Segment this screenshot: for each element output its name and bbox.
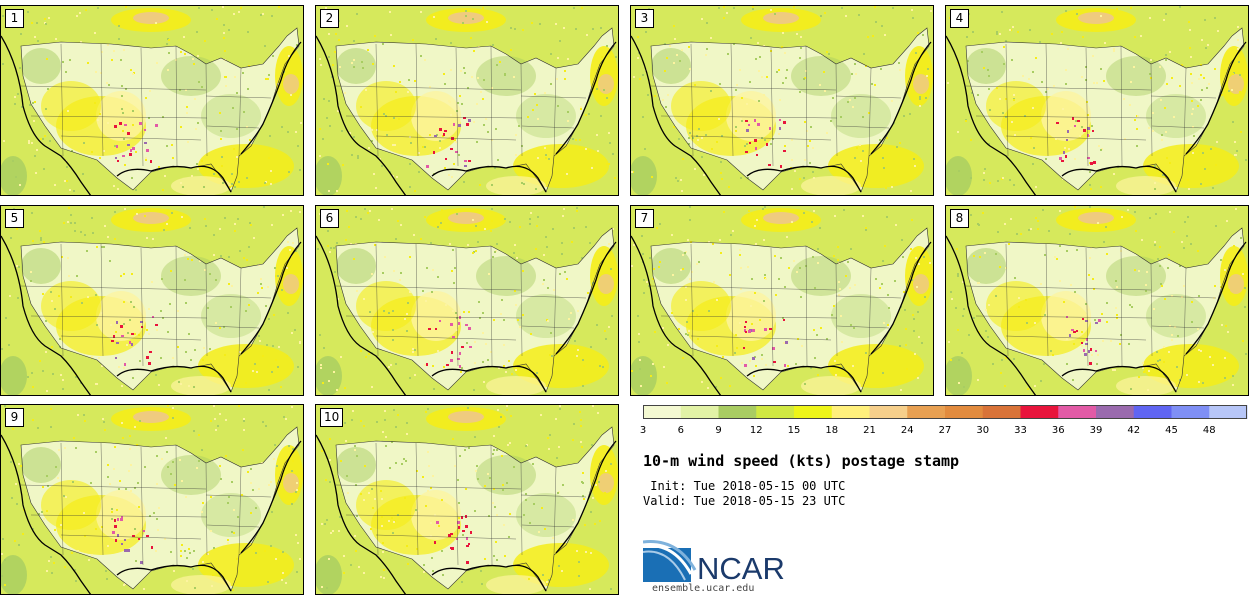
member-map-panel[interactable]: 1 [0,5,304,196]
colorbar-segment [982,405,1021,419]
colorbar-segment [1020,405,1059,419]
wind-speed-map [316,206,618,395]
colorbar-segment [831,405,870,419]
colorbar-segment [907,405,946,419]
colorbar-tick-label: 45 [1165,425,1178,436]
colorbar-tick-label: 21 [863,425,876,436]
colorbar-segment [756,405,795,419]
wind-speed-map [946,6,1248,195]
colorbar-tick-label: 6 [677,425,684,436]
member-number-label: 1 [5,9,24,28]
site-url: ensemble.ucar.edu [652,583,755,594]
colorbar-segment [1133,405,1172,419]
colorbar-tick-label: 39 [1089,425,1103,436]
colorbar-segment [869,405,908,419]
wind-speed-map [1,405,303,594]
wind-speed-colorbar [643,405,1248,419]
colorbar-tick-label: 15 [787,425,801,436]
init-time: Init: Tue 2018-05-15 00 UTC [643,479,846,493]
colorbar-segment [1058,405,1097,419]
colorbar-tick-label: 27 [938,425,952,436]
colorbar-segment [1096,405,1135,419]
wind-speed-map [631,206,933,395]
colorbar-segment [680,405,719,419]
colorbar-tick-label: 12 [749,425,763,436]
member-map-panel[interactable]: 6 [315,205,619,396]
colorbar-border [643,405,1247,419]
colorbar-tick-label: 48 [1202,425,1216,436]
colorbar-tick-label: 18 [825,425,839,436]
member-number-label: 8 [950,209,969,228]
member-number-label: 10 [320,408,344,427]
colorbar-segment [945,405,984,419]
ncar-logo-text: NCAR [697,551,785,582]
colorbar-segment [643,405,682,419]
member-number-label: 5 [5,209,24,228]
member-number-label: 2 [320,9,339,28]
colorbar-tick-label: 42 [1127,425,1141,436]
wind-speed-map [316,6,618,195]
ncar-logo: NCAR [643,540,785,582]
valid-time: Valid: Tue 2018-05-15 23 UTC [643,494,846,508]
colorbar-tick-label: 33 [1014,425,1027,436]
colorbar-segment [1171,405,1210,419]
colorbar-tick-label: 24 [900,425,914,436]
member-map-panel[interactable]: 8 [945,205,1249,396]
colorbar-tick-label: 3 [639,425,647,436]
member-number-label: 9 [5,408,24,427]
wind-speed-map [631,6,933,195]
member-number-label: 4 [950,9,969,28]
wind-speed-map [946,206,1248,395]
colorbar-tick-label: 9 [715,425,722,436]
colorbar-tick-label: 36 [1051,425,1065,436]
member-number-label: 3 [635,9,654,28]
figure-title: 10-m wind speed (kts) postage stamp [643,452,960,470]
member-map-panel[interactable]: 3 [630,5,934,196]
colorbar-segment [794,405,833,419]
wind-speed-map [1,6,303,195]
member-map-panel[interactable]: 7 [630,205,934,396]
member-map-panel[interactable]: 5 [0,205,304,396]
member-map-panel[interactable]: 9 [0,404,304,595]
colorbar-segment [718,405,757,419]
wind-speed-map [1,206,303,395]
member-map-panel[interactable]: 4 [945,5,1249,196]
member-number-label: 7 [635,209,654,228]
member-map-panel[interactable]: 10 [315,404,619,595]
member-number-label: 6 [320,209,339,228]
wind-speed-map [316,405,618,594]
member-map-panel[interactable]: 2 [315,5,619,196]
colorbar-segment [1209,405,1248,419]
colorbar-tick-label: 30 [976,425,990,436]
